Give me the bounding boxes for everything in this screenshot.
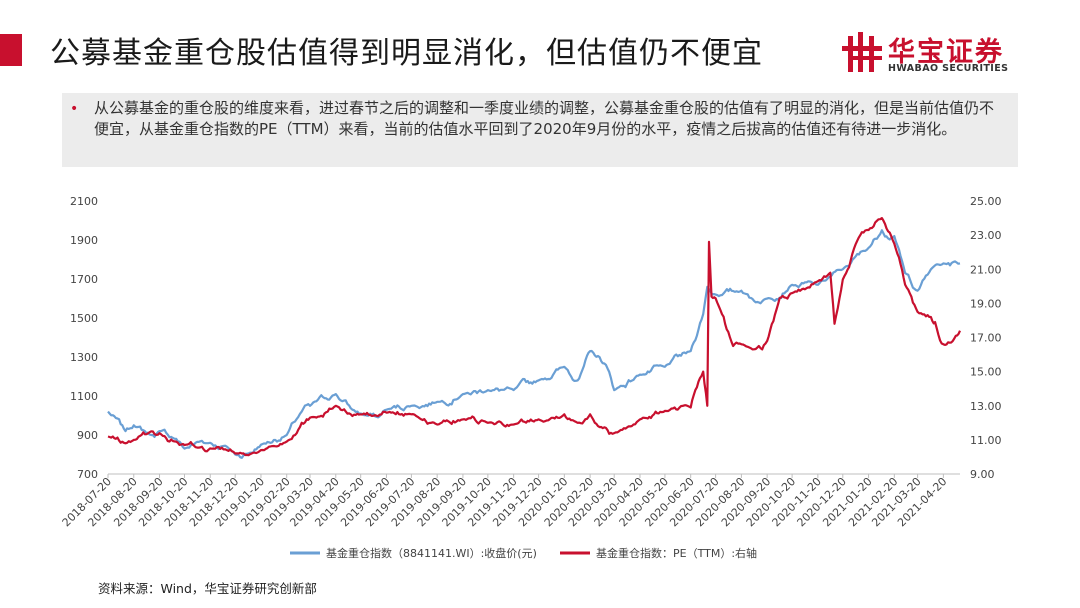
right-tick-label: 23.00 xyxy=(970,229,1002,242)
legend-label: 基金重仓指数（8841141.WI）:收盘价(元) xyxy=(326,546,537,560)
left-tick-label: 1100 xyxy=(70,390,98,403)
left-tick-label: 1700 xyxy=(70,273,98,286)
left-axis: 700 900 1100 1300 1500 1700 1900 2100 xyxy=(70,195,98,481)
right-tick-label: 13.00 xyxy=(970,400,1002,413)
logo-mark-icon xyxy=(842,32,882,72)
legend-label: 基金重仓指数：PE（TTM）:右轴 xyxy=(596,546,757,560)
source-note: 资料来源：Wind，华宝证券研究创新部 xyxy=(98,581,317,596)
summary-box: • 从公募基金的重仓股的维度来看，进过春节之后的调整和一季度业绩的调整，公募基金… xyxy=(62,93,1018,167)
legend: 基金重仓指数（8841141.WI）:收盘价(元) 基金重仓指数：PE（TTM）:… xyxy=(290,546,757,560)
left-tick-label: 1300 xyxy=(70,351,98,364)
right-tick-label: 17.00 xyxy=(970,332,1002,345)
summary-text: 从公募基金的重仓股的维度来看，进过春节之后的调整和一季度业绩的调整，公募基金重仓… xyxy=(94,99,995,138)
series-line-index-close xyxy=(107,229,961,459)
x-axis: 2018-07-202018-08-202018-09-202018-10-20… xyxy=(60,474,949,529)
left-tick-label: 2100 xyxy=(70,195,98,208)
title-accent-bar xyxy=(0,34,22,66)
bullet-icon: • xyxy=(70,101,79,117)
brand-logo: 华宝证券 HWABAO SECURITIES xyxy=(842,30,1042,78)
right-tick-label: 11.00 xyxy=(970,434,1002,447)
right-axis: 9.00 11.00 13.00 15.00 17.00 19.00 21.00 23.00 2… xyxy=(970,195,1002,481)
right-tick-label: 21.00 xyxy=(970,263,1002,276)
right-tick-label: 19.00 xyxy=(970,297,1002,310)
right-tick-label: 9.00 xyxy=(970,468,995,481)
series-line-pe-ttm xyxy=(107,217,962,457)
right-tick-label: 25.00 xyxy=(970,195,1002,208)
right-tick-label: 15.00 xyxy=(970,366,1002,379)
logo-text-cn: 华宝证券 xyxy=(888,37,1004,68)
series-layer xyxy=(107,217,962,459)
left-tick-label: 900 xyxy=(77,429,98,442)
left-tick-label: 1500 xyxy=(70,312,98,325)
left-tick-label: 700 xyxy=(77,468,98,481)
page-title: 公募基金重仓股估值得到明显消化，但估值仍不便宜 xyxy=(50,36,763,71)
logo-text-en: HWABAO SECURITIES xyxy=(888,63,1009,74)
chart: 700 900 1100 1300 1500 1700 1900 2100 9.00 11.00… xyxy=(60,195,1002,560)
left-tick-label: 1900 xyxy=(70,234,98,247)
